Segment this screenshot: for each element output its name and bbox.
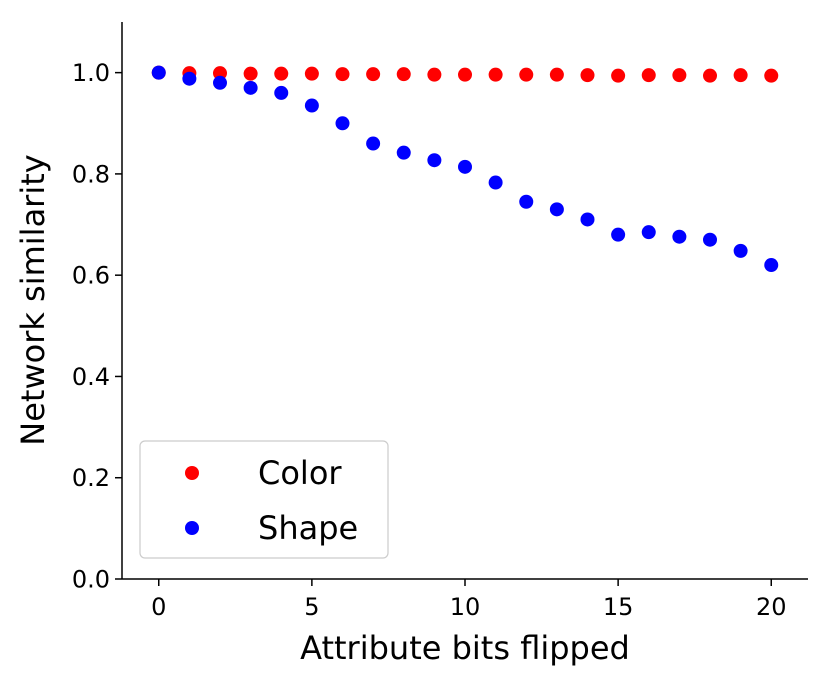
y-tick-label: 1.0 [72,59,110,87]
x-tick-label: 0 [151,593,166,621]
series-shape [151,65,779,273]
data-point-color [519,67,534,82]
data-point-color [366,67,381,82]
data-point-shape [672,229,687,244]
y-tick-label: 0.6 [72,262,110,290]
data-point-color [396,67,411,82]
legend-label-shape: Shape [258,509,358,547]
data-point-color [703,68,717,83]
data-point-shape [703,232,717,247]
data-point-shape [641,225,656,240]
data-point-shape [396,145,411,160]
data-point-shape [611,227,626,242]
data-point-color [641,68,656,83]
data-point-color [427,67,442,82]
data-point-shape [764,258,779,273]
data-point-color [580,68,595,83]
y-tick-label: 0.2 [72,464,110,492]
data-point-shape [458,159,472,174]
x-tick-label: 5 [304,593,319,621]
data-point-shape [151,65,166,80]
data-point-shape [427,153,442,168]
y-tick-label: 0.4 [72,363,110,391]
data-point-color [611,68,626,83]
x-tick-label: 10 [450,593,481,621]
data-point-shape [366,136,381,151]
data-point-shape [182,71,197,86]
legend [139,440,389,559]
x-tick-label: 15 [603,593,634,621]
data-point-shape [488,175,503,190]
data-point-shape [304,98,319,113]
data-point-color [488,67,503,82]
data-point-color [458,67,472,82]
data-point-shape [580,212,595,227]
data-point-shape [213,75,227,90]
legend-marker-color [185,466,199,480]
series-color [151,65,779,83]
data-point-shape [335,116,350,131]
data-point-shape [243,80,258,95]
legend-label-color: Color [258,454,342,492]
data-point-color [733,68,748,83]
data-point-color [335,67,350,82]
data-point-color [213,66,227,81]
data-point-shape [519,194,534,209]
x-axis-title: Attribute bits flipped [300,629,630,667]
data-point-color [672,68,687,83]
data-point-color [243,66,258,81]
data-point-shape [733,243,748,258]
y-tick-label: 0.8 [72,160,110,188]
data-point-color [764,68,779,83]
data-point-color [304,66,319,81]
data-point-color [274,66,289,81]
y-tick-label: 0.0 [72,566,110,594]
x-tick-label: 20 [756,593,787,621]
legend-marker-shape [185,521,199,535]
data-point-shape [549,202,564,217]
data-point-color [549,67,564,82]
data-point-shape [274,85,289,100]
y-axis-title: Network similarity [14,154,52,445]
